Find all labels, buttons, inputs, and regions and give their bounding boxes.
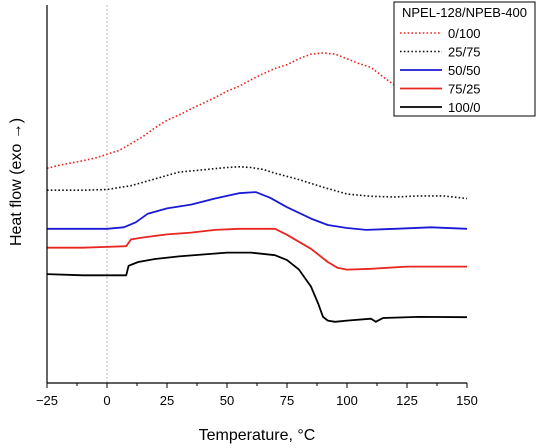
legend-title: NPEL-128/NPEB-400 bbox=[402, 5, 527, 20]
x-ticks: −25 0 25 50 75 100 125 150 bbox=[36, 383, 478, 408]
series-line-75-25 bbox=[47, 227, 467, 271]
x-tick-label: 75 bbox=[280, 393, 294, 408]
x-tick-label: −25 bbox=[36, 393, 58, 408]
x-tick-label: 150 bbox=[456, 393, 478, 408]
y-axis-title: Heat flow (exo →) bbox=[8, 118, 25, 246]
series-line-100-0 bbox=[46, 251, 468, 323]
series-line-0-100 bbox=[46, 52, 468, 170]
x-tick-label: 50 bbox=[220, 393, 234, 408]
plot-frame: −25 0 25 50 75 100 125 150 bbox=[36, 5, 478, 408]
x-tick-label: 100 bbox=[336, 393, 358, 408]
x-axis-title: Temperature, °C bbox=[199, 427, 316, 444]
series-layer bbox=[46, 52, 468, 323]
x-tick-label: 25 bbox=[160, 393, 174, 408]
legend-label-75-25: 75/25 bbox=[448, 82, 481, 97]
legend-box bbox=[393, 1, 536, 117]
x-tick-label: 125 bbox=[396, 393, 418, 408]
legend-label-0-100: 0/100 bbox=[448, 26, 481, 41]
series-line-25-75 bbox=[47, 166, 468, 200]
x-tick-label: 0 bbox=[103, 393, 110, 408]
legend-items: 0/100 25/75 50/50 75/25 100/0 bbox=[400, 26, 481, 115]
legend-label-25-75: 25/75 bbox=[448, 45, 481, 60]
series-line-50-50 bbox=[47, 191, 468, 231]
legend: NPEL-128/NPEB-400 0/100 25/75 50/50 75/25 10… bbox=[393, 1, 536, 117]
legend-label-50-50: 50/50 bbox=[448, 63, 481, 78]
legend-label-100-0: 100/0 bbox=[448, 100, 481, 115]
